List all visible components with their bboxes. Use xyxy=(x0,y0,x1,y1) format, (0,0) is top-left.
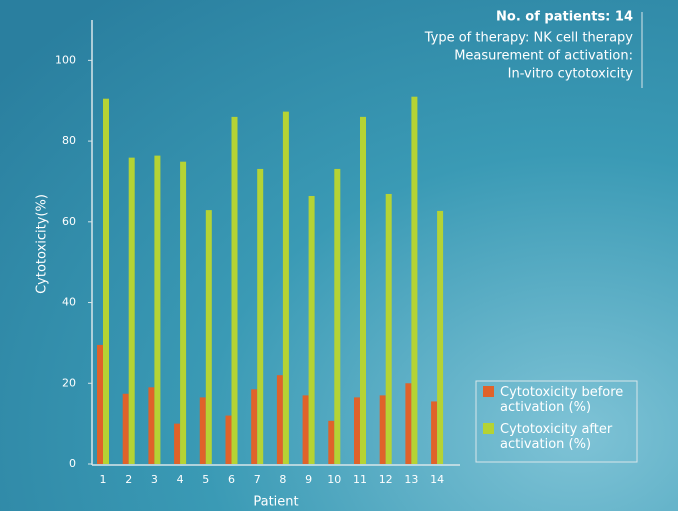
x-tick-label: 11 xyxy=(353,473,367,486)
bar xyxy=(199,397,206,464)
legend-swatch xyxy=(483,423,494,434)
bar xyxy=(431,401,438,464)
annotation-title: No. of patients: 14 xyxy=(496,10,633,25)
x-tick-label: 9 xyxy=(305,473,312,486)
y-tick-label: 40 xyxy=(62,296,76,309)
bar xyxy=(122,393,129,464)
bar xyxy=(302,395,309,464)
legend-label: Cytotoxicity after activation (%) xyxy=(500,422,613,452)
annotation-line: In-vitro cytotoxicity xyxy=(508,67,634,82)
y-tick-label: 20 xyxy=(62,376,76,389)
bar xyxy=(103,98,109,464)
bar xyxy=(257,168,264,464)
bar xyxy=(148,387,155,464)
bar xyxy=(276,375,283,464)
bar xyxy=(174,423,181,464)
x-axis-label: Patient xyxy=(253,495,298,510)
bar xyxy=(251,389,258,464)
bar xyxy=(128,157,135,464)
legend-swatch xyxy=(483,386,494,397)
bar xyxy=(154,155,161,464)
y-tick-label: 0 xyxy=(69,457,76,470)
bar xyxy=(328,420,335,464)
bar xyxy=(205,210,212,464)
bar xyxy=(231,116,238,464)
bar xyxy=(180,161,187,464)
bar xyxy=(379,395,386,464)
y-axis-label: Cytotoxicity(%) xyxy=(35,194,50,294)
bar xyxy=(360,116,366,464)
x-tick-label: 12 xyxy=(379,473,393,486)
annotation-line: Measurement of activation: xyxy=(454,49,633,64)
bar xyxy=(385,193,392,464)
y-tick-label: 100 xyxy=(55,53,76,66)
x-tick-label: 3 xyxy=(151,473,158,486)
bar xyxy=(411,96,418,464)
bar xyxy=(282,111,289,464)
x-tick-label: 5 xyxy=(202,473,209,486)
x-tick-label: 13 xyxy=(404,473,418,486)
y-tick-label: 80 xyxy=(62,134,76,147)
bar xyxy=(405,383,412,464)
bar xyxy=(97,344,103,464)
x-tick-label: 2 xyxy=(125,473,132,486)
x-tick-label: 1 xyxy=(100,473,107,486)
x-tick-label: 6 xyxy=(228,473,235,486)
annotation-line: Type of therapy: NK cell therapy xyxy=(424,31,634,46)
legend-label: Cytotoxicity before activation (%) xyxy=(500,385,623,415)
legend-box xyxy=(475,380,638,463)
x-tick-label: 14 xyxy=(430,473,444,486)
bar xyxy=(225,415,232,464)
bar xyxy=(437,210,444,464)
bar xyxy=(354,397,360,464)
bar xyxy=(334,168,341,464)
x-tick-label: 4 xyxy=(177,473,184,486)
bar xyxy=(308,195,315,464)
x-tick-label: 8 xyxy=(279,473,286,486)
x-tick-label: 10 xyxy=(327,473,341,486)
y-tick-label: 60 xyxy=(62,215,76,228)
x-tick-label: 7 xyxy=(254,473,261,486)
